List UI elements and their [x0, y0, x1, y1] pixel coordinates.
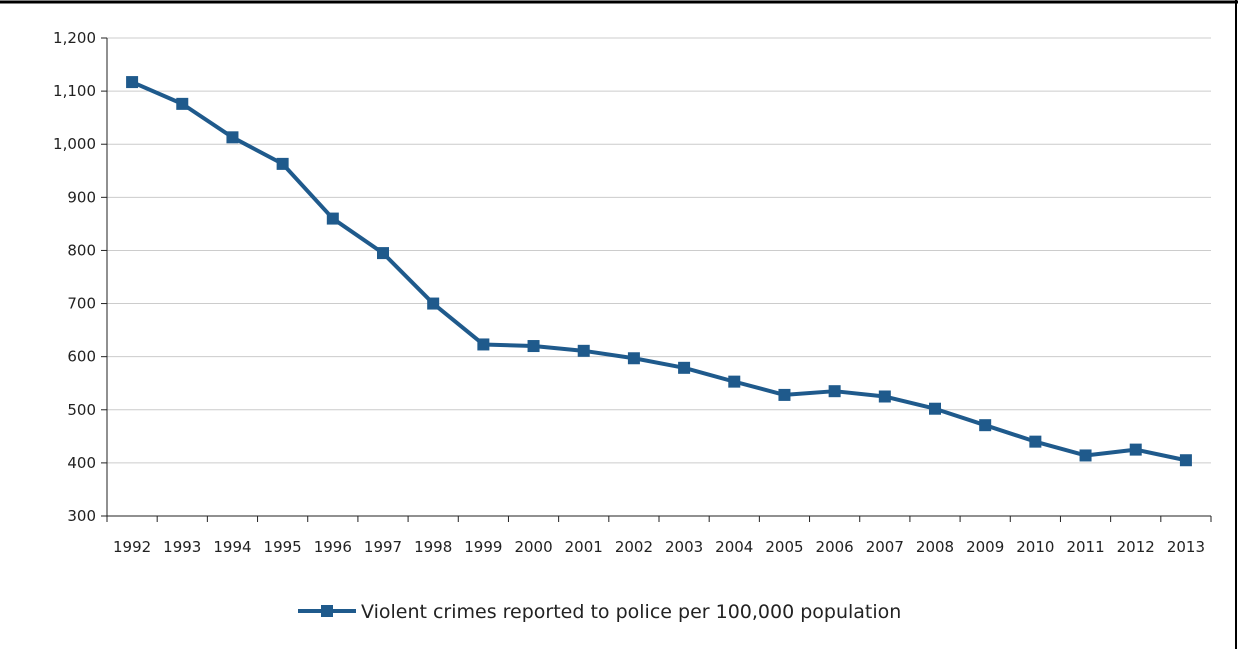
series-line: [131, 80, 1187, 463]
x-tick-label: 1994: [213, 538, 251, 556]
x-tick-label: 2002: [615, 538, 653, 556]
y-tick-label: 800: [67, 241, 96, 259]
data-point-marker: [126, 76, 139, 89]
data-markers: [126, 76, 1192, 467]
data-point-marker: [577, 344, 590, 357]
x-tick-label: 2004: [715, 538, 753, 556]
data-point-marker: [326, 212, 339, 225]
x-tick-label: 2008: [916, 538, 954, 556]
y-tick-label: 300: [67, 507, 96, 525]
x-tick-label: 1993: [163, 538, 201, 556]
x-tick-label: 1996: [314, 538, 352, 556]
y-axis-ticks: 300 400 500 600 700 800 900 1,000 1,100 1,200: [53, 29, 107, 525]
y-tick-label: 1,200: [53, 29, 96, 47]
data-point-marker: [828, 385, 841, 398]
series-layer: [131, 80, 1187, 463]
data-point-marker: [627, 352, 640, 365]
y-tick-label: 400: [67, 454, 96, 472]
data-point-marker: [929, 402, 941, 415]
data-point-marker: [226, 131, 239, 144]
x-tick-label: 2001: [565, 538, 603, 556]
gridlines: [107, 37, 1211, 464]
legend-label: Violent crimes reported to police per 10…: [361, 601, 901, 623]
y-tick-label: 1,100: [53, 82, 96, 100]
data-point-marker: [377, 247, 389, 260]
x-tick-label: 2005: [765, 538, 803, 556]
data-point-marker: [728, 375, 741, 388]
x-tick-label: 2003: [665, 538, 703, 556]
x-tick-label: 2013: [1167, 538, 1205, 556]
legend: Violent crimes reported to police per 10…: [298, 601, 901, 623]
data-point-marker: [1029, 435, 1042, 448]
data-point-marker: [778, 388, 791, 401]
data-point-marker: [1079, 449, 1092, 462]
y-tick-label: 900: [67, 188, 96, 206]
data-point-marker: [878, 390, 891, 403]
data-point-marker: [527, 340, 540, 353]
data-point-marker: [1129, 443, 1142, 456]
data-point-marker: [427, 297, 440, 310]
y-tick-label: 500: [67, 401, 96, 419]
x-tick-label: 1992: [113, 538, 151, 556]
data-point-marker: [477, 338, 490, 351]
y-tick-label: 1,000: [53, 135, 96, 153]
data-point-marker: [678, 361, 691, 374]
data-point-marker: [276, 157, 289, 170]
x-tick-label: 1997: [364, 538, 402, 556]
y-tick-label: 700: [67, 295, 96, 313]
data-point-marker: [1179, 454, 1192, 467]
x-tick-label: 2006: [816, 538, 854, 556]
x-tick-label: 2000: [514, 538, 552, 556]
data-point-marker: [979, 419, 992, 432]
x-tick-label: 2012: [1117, 538, 1155, 556]
x-tick-label: 1995: [264, 538, 302, 556]
y-tick-label: 600: [67, 348, 96, 366]
x-tick-label: 2010: [1016, 538, 1054, 556]
x-axis-ticks: 1992 1993 1994 1995 1996 1997 1998 1999 2000 2001…: [106, 516, 1212, 556]
legend-marker-swatch: [321, 605, 333, 617]
x-tick-label: 2011: [1066, 538, 1104, 556]
data-point-marker: [176, 97, 189, 110]
x-tick-label: 1998: [414, 538, 452, 556]
x-tick-label: 2007: [866, 538, 904, 556]
x-tick-label: 2009: [966, 538, 1004, 556]
x-tick-label: 1999: [464, 538, 502, 556]
